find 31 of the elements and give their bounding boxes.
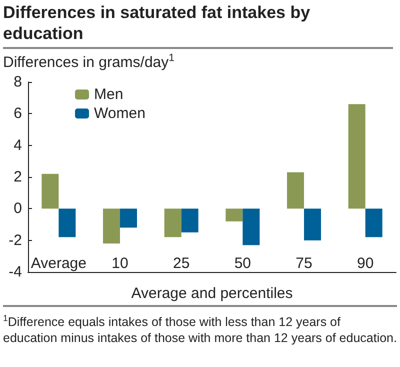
- y-tick-label: 6: [14, 105, 22, 122]
- bar: [181, 208, 198, 232]
- text: $^{1}$Difference equals intakes of those with less than 12 years of education minus intakes of those with more than 12 years of education.: [3, 305, 397, 346]
- y-axis-title: Differences in grams/day$^{1}$: [3, 52, 174, 71]
- bar: [242, 208, 260, 246]
- bar: [42, 174, 59, 209]
- y-tick-label: 0: [14, 200, 22, 218]
- bar: [120, 208, 137, 228]
- x-axis-title: Average and percentiles: [131, 285, 293, 302]
- bar: [164, 208, 182, 238]
- bar: [304, 208, 321, 240]
- legend-label: Men: [94, 86, 124, 103]
- y-tick-label: -4: [8, 264, 22, 280]
- bar: [226, 208, 243, 222]
- legend-label: Women: [94, 105, 146, 122]
- bar: [58, 208, 76, 238]
- bar: [365, 208, 382, 238]
- bar: [348, 104, 366, 209]
- chart-title: Differences in saturated fat intakes by education: [3, 2, 393, 49]
- x-tick-label: 10: [112, 255, 128, 272]
- x-tick-label: 75: [296, 255, 312, 272]
- bar: [103, 208, 120, 244]
- x-tick-label: 90: [356, 255, 374, 272]
- y-tick-label: 2: [14, 168, 22, 186]
- x-tick-label: 50: [234, 255, 252, 272]
- bar: [287, 172, 304, 209]
- y-tick-label: -2: [8, 232, 22, 249]
- x-tick-label: Average: [30, 255, 86, 272]
- x-tick-label: 25: [172, 255, 190, 272]
- y-tick-label: 8: [14, 74, 22, 90]
- y-tick-label: 4: [14, 136, 22, 154]
